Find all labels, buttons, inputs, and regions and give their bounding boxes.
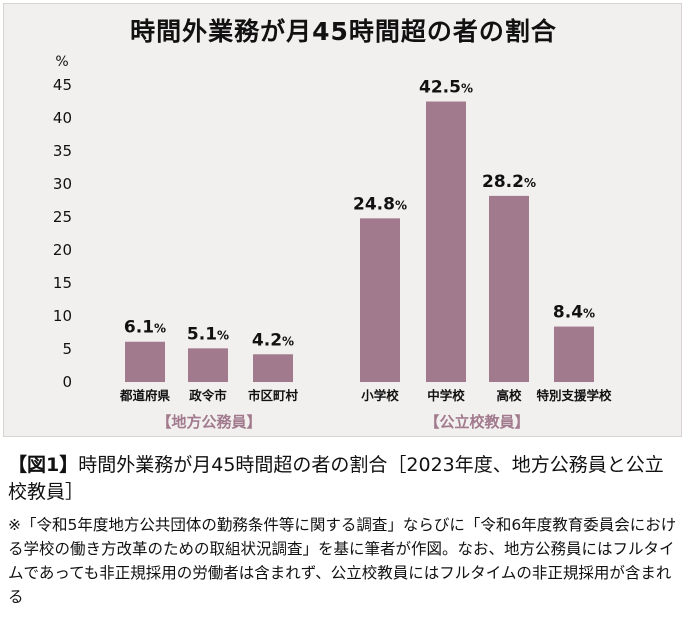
bar [489,195,529,382]
bar [253,354,293,382]
y-tick-label: 10 [53,307,72,325]
bar [426,101,466,382]
chart-title: 時間外業務が月45時間超の者の割合 [130,17,557,46]
data-label: 28.2% [482,172,536,192]
data-label: 42.5% [419,78,473,98]
x-category-label: 特別支援学校 [536,388,612,403]
data-label: 6.1% [124,318,166,338]
y-tick-label: 25 [53,208,72,226]
x-group-label: 【公立校教員】 [424,413,529,431]
data-label: 4.2% [252,330,294,350]
figure-caption-text: 時間外業務が月45時間超の者の割合［2023年度、地方公務員と公立校教員］ [8,454,664,503]
x-category-label: 政令市 [189,388,227,403]
source-note: ※「令和5年度地方公共団体の勤務条件等に関する調査」ならびに「令和6年度教育委員… [8,516,677,606]
bar-chart: % 0 5 10 15 20 25 30 35 40 45 6.1% 都道府県 5.1% 政令市 4.2% 市区… [53,54,612,431]
data-label: 8.4% [553,303,595,323]
y-tick-label: 5 [62,340,72,358]
y-tick-label: 0 [62,373,72,391]
data-label: 5.1% [187,324,229,344]
y-tick-label: 35 [53,142,72,160]
bar [554,326,594,382]
figure-number: 【図1】 [8,454,79,476]
x-group-label: 【地方公務員】 [156,413,261,431]
bar [360,218,400,382]
figure-caption: 【図1】時間外業務が月45時間超の者の割合［2023年度、地方公務員と公立校教員… [8,452,680,506]
x-category-label: 中学校 [427,388,465,403]
y-tick-label: 30 [53,175,72,193]
y-axis-unit-label: % [55,54,68,70]
y-tick-label: 20 [53,241,72,259]
bar [125,341,165,382]
y-tick-label: 45 [53,76,72,94]
y-tick-label: 15 [53,274,72,292]
x-category-label: 市区町村 [248,388,299,403]
x-category-label: 都道府県 [119,388,171,403]
bar [188,348,228,382]
data-label: 24.8% [353,194,407,214]
x-category-label: 高校 [496,388,522,403]
y-tick-label: 40 [53,109,72,127]
x-category-label: 小学校 [360,388,399,403]
